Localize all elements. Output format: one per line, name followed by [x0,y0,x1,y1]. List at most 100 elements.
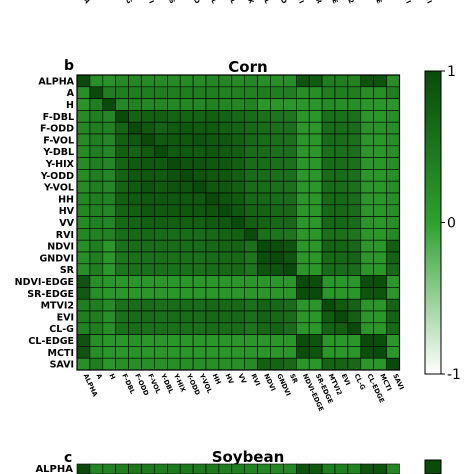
heatmap-cell [295,346,310,359]
heatmap-cell [347,239,362,253]
heatmap-cell [347,180,362,194]
y-tick-label: SR [60,265,75,276]
heatmap-cell [244,86,258,99]
heatmap-cell [141,334,155,347]
heatmap-cell [373,357,387,371]
heatmap-cell [218,133,233,147]
heatmap-cell [76,310,91,324]
heatmap-cell [270,263,284,276]
heatmap-cell [179,133,194,147]
heatmap-cell [283,357,297,371]
heatmap-cell [218,322,233,335]
heatmap-cell [179,228,194,241]
heatmap-cell [308,110,323,123]
heatmap-cell [373,334,387,347]
heatmap-cell [257,98,271,111]
heatmap-cell [308,239,323,253]
heatmap-cell [192,251,207,265]
heatmap-cell [154,98,168,111]
heatmap-cell [115,310,129,324]
heatmap-cell [89,157,104,170]
heatmap-cell [347,169,362,182]
previous-panel-x-label: ODD [274,0,288,5]
y-tick-label: RVI [56,230,74,241]
heatmap-cell [179,145,194,158]
heatmap-cell [373,346,387,359]
heatmap-cell [295,228,310,241]
heatmap-cell [115,322,129,335]
heatmap-cell [89,86,104,99]
heatmap-cell [308,180,323,194]
heatmap-cell [154,204,168,217]
heatmap-cell [334,204,349,217]
heatmap-cell [115,169,129,182]
heatmap-cell [386,204,400,217]
heatmap-cell [167,263,181,276]
previous-panel-x-label: ALPHA [74,0,92,5]
heatmap-cell [295,157,310,170]
y-tick-label: CL-EDGE [28,336,74,347]
heatmap-cell [373,98,387,111]
heatmap-cell [295,74,310,88]
heatmap-cell [360,74,374,88]
previous-panel-x-label: HIX [243,0,256,5]
heatmap-cell [154,192,168,206]
heatmap-cell [102,86,117,99]
heatmap-cell [386,239,400,253]
heatmap-cell [167,204,181,217]
x-tick-label: HH [211,372,223,385]
heatmap-cell [154,110,168,123]
heatmap-cell [167,110,181,123]
heatmap-cell [347,275,362,288]
heatmap-cell [295,180,310,194]
heatmap-cell [360,145,374,158]
heatmap-cell [360,322,374,335]
heatmap-cell [257,357,271,371]
heatmap-cell [334,346,349,359]
heatmap-cell [257,169,271,182]
heatmap-cell [231,121,246,135]
heatmap-cell [308,310,323,324]
heatmap-cell [115,275,129,288]
heatmap-cell [192,110,207,123]
heatmap-cell [334,98,349,111]
heatmap-cell [218,98,233,111]
heatmap-cell [128,169,142,182]
heatmap-cell [295,251,310,265]
heatmap-cell [231,133,246,147]
heatmap-cell [321,357,336,371]
heatmap-cell [179,310,194,324]
heatmap-cell [154,86,168,99]
heatmap-cell [205,121,220,135]
heatmap-cell [141,145,155,158]
heatmap-cell [218,263,233,276]
heatmap-cell [257,251,271,265]
heatmap-cell [218,145,233,158]
heatmap-cell [244,74,258,88]
heatmap-cell [205,216,220,229]
heatmap-cell [347,357,362,371]
heatmap-cell [102,110,117,123]
heatmap-cell [321,275,336,288]
heatmap-cell [347,133,362,147]
heatmap-cell [270,251,284,265]
heatmap-cell [257,121,271,135]
heatmap-cell [115,145,129,158]
heatmap-cell [192,192,207,206]
colorbar: 1 0 -1 [424,64,461,383]
heatmap-cell [347,287,362,300]
heatmap-cell [89,322,104,335]
heatmap-cell [128,298,142,312]
heatmap-cell [167,169,181,182]
heatmap-cell [205,275,220,288]
heatmap-cell [167,275,181,288]
heatmap-cell [373,251,387,265]
heatmap-cell [102,322,117,335]
heatmap-cell [154,74,168,88]
heatmap-cell [321,157,336,170]
heatmap-cell [270,204,284,217]
heatmap-cell [334,216,349,229]
heatmap-cell [244,133,258,147]
heatmap-cell [244,322,258,335]
heatmap-cell [102,310,117,324]
